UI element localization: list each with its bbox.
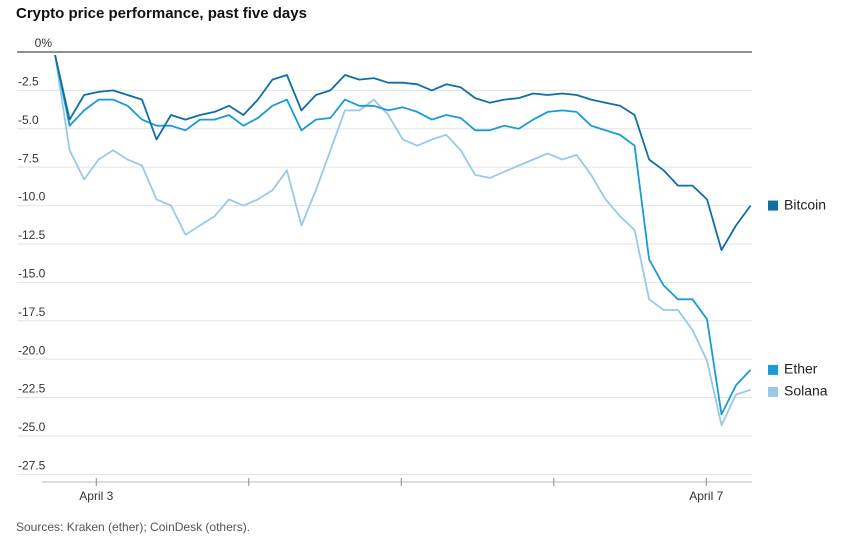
y-tick-label: -2.5 <box>18 75 39 89</box>
legend-label: Ether <box>784 361 818 377</box>
y-tick-label: -20.0 <box>18 343 46 357</box>
legend-label: Bitcoin <box>784 196 826 212</box>
y-tick-label: -17.5 <box>18 305 46 319</box>
legend-swatch <box>768 200 778 211</box>
y-tick-label: -27.5 <box>18 458 46 472</box>
y-tick-label: -5.0 <box>18 113 39 127</box>
x-tick-label: April 7 <box>689 489 723 503</box>
series-line <box>54 54 752 416</box>
legend-label: Solana <box>784 383 828 399</box>
y-tick-label: -12.5 <box>18 228 46 242</box>
y-tick-label: 0% <box>35 36 53 50</box>
legend-swatch <box>768 364 778 375</box>
y-tick-label: -10.0 <box>18 190 46 204</box>
y-tick-label: -25.0 <box>18 420 46 434</box>
chart-title: Crypto price performance, past five days <box>16 5 307 22</box>
source-note: Sources: Kraken (ether); CoinDesk (other… <box>16 520 250 534</box>
y-tick-label: -22.5 <box>18 382 46 396</box>
series-line <box>54 54 752 251</box>
y-tick-label: -15.0 <box>18 267 46 281</box>
series-line <box>54 54 751 427</box>
y-tick-label: -7.5 <box>18 151 39 165</box>
legend-swatch <box>768 386 778 397</box>
x-tick-label: April 3 <box>79 489 113 503</box>
